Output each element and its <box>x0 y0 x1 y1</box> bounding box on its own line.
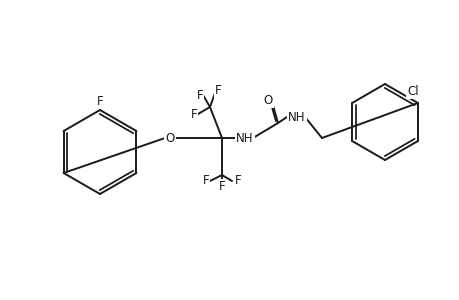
Text: O: O <box>165 131 174 145</box>
Text: NH: NH <box>288 110 305 124</box>
Text: F: F <box>190 107 197 121</box>
Text: F: F <box>218 181 225 194</box>
Text: O: O <box>263 94 272 106</box>
Text: F: F <box>196 88 203 101</box>
Text: F: F <box>96 94 103 107</box>
Text: F: F <box>214 83 221 97</box>
Text: NH: NH <box>236 131 253 145</box>
Text: F: F <box>234 175 241 188</box>
Text: Cl: Cl <box>406 85 418 98</box>
Text: F: F <box>202 175 209 188</box>
